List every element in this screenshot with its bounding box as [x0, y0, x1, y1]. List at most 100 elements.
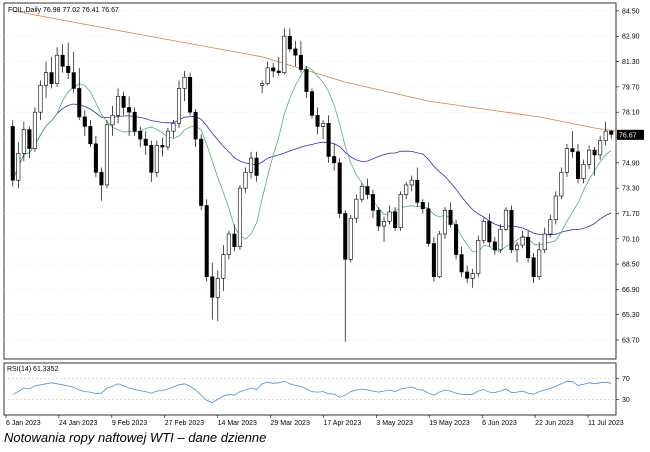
candle	[437, 230, 442, 279]
candle	[138, 126, 143, 147]
y-tick-label: 73.30	[622, 186, 640, 193]
price-panel	[3, 2, 617, 360]
candle	[531, 252, 536, 284]
candle	[254, 151, 259, 182]
candle	[354, 194, 359, 223]
candle	[559, 167, 564, 200]
candle	[315, 107, 320, 135]
y-tick-label: 70.10	[622, 236, 640, 243]
candle	[498, 224, 503, 253]
candle	[382, 216, 387, 242]
candle	[66, 42, 71, 79]
candlesticks	[10, 28, 614, 342]
candle	[199, 134, 204, 211]
candle	[398, 191, 403, 231]
candle	[581, 159, 586, 184]
candle	[404, 181, 409, 200]
candle	[143, 131, 148, 155]
candle	[553, 191, 558, 225]
candle	[71, 52, 76, 94]
x-tick-label: 27 Feb 2023	[165, 420, 204, 427]
candle	[337, 158, 342, 219]
rsi-panel	[3, 362, 617, 416]
candle	[171, 120, 176, 138]
candle	[509, 205, 514, 253]
candle	[204, 199, 209, 282]
candle	[426, 202, 431, 247]
candle	[60, 44, 65, 73]
y-tick-label: 66.90	[622, 287, 640, 294]
candle	[487, 213, 492, 247]
candle	[526, 230, 531, 263]
candle	[465, 265, 470, 284]
x-tick-label: 29 Mar 2023	[271, 420, 310, 427]
candle	[154, 140, 159, 178]
candle	[492, 237, 497, 255]
candle	[249, 151, 254, 179]
candle	[265, 61, 270, 86]
candle	[215, 270, 220, 322]
candle	[55, 47, 60, 87]
candle	[188, 72, 193, 116]
candle	[49, 56, 54, 89]
candle	[304, 66, 309, 98]
candle	[476, 235, 481, 277]
candle	[287, 28, 292, 53]
x-tick-label: 6 Jan 2023	[6, 420, 41, 427]
candle	[326, 115, 331, 163]
candle	[415, 167, 420, 208]
candle	[149, 140, 154, 182]
candle	[442, 207, 448, 239]
candle	[44, 61, 49, 98]
rsi-polyline	[12, 380, 612, 403]
candle	[431, 237, 436, 282]
candle	[282, 28, 287, 75]
candle	[309, 88, 315, 119]
y-tick-label: 65.30	[622, 312, 640, 319]
y-tick-label: 81.30	[622, 59, 640, 66]
candle	[132, 107, 137, 136]
candle	[127, 96, 132, 136]
x-tick-label: 24 Jan 2023	[59, 420, 98, 427]
candle	[165, 127, 170, 151]
candle	[276, 56, 281, 76]
x-tick-label: 17 Apr 2023	[323, 420, 361, 427]
candle	[548, 215, 553, 238]
candle	[221, 245, 226, 291]
x-tick-label: 11 Jul 2023	[588, 420, 624, 427]
price-axis: 84.5082.9081.3079.7078.1076.5074.9073.30…	[616, 8, 640, 345]
candle	[503, 207, 508, 231]
candle	[370, 189, 375, 219]
candle	[77, 67, 82, 121]
y-tick-label: 84.50	[622, 8, 640, 15]
candle	[409, 175, 414, 192]
candle	[564, 143, 569, 178]
candle	[121, 91, 126, 116]
candle	[348, 215, 353, 263]
candle	[271, 63, 276, 78]
candle	[176, 80, 182, 128]
candle	[515, 241, 520, 263]
candle	[343, 210, 348, 342]
candle	[537, 241, 542, 280]
candle	[332, 143, 337, 171]
y-tick-label: 63.70	[622, 338, 640, 345]
candle	[387, 205, 392, 225]
last-price-label: 76.67	[619, 132, 637, 139]
candle	[116, 88, 121, 124]
candle	[293, 40, 298, 67]
candle	[160, 137, 165, 157]
rsi-level-label: 30	[622, 397, 630, 404]
candle	[393, 207, 398, 231]
y-tick-label: 82.90	[622, 34, 640, 41]
candle	[21, 121, 26, 162]
candle	[210, 262, 215, 320]
candle	[592, 146, 597, 176]
candle	[321, 120, 326, 140]
y-tick-label: 78.10	[622, 110, 640, 117]
candle	[82, 110, 87, 136]
candle	[193, 109, 198, 147]
candle	[104, 120, 109, 189]
candle	[365, 178, 370, 200]
